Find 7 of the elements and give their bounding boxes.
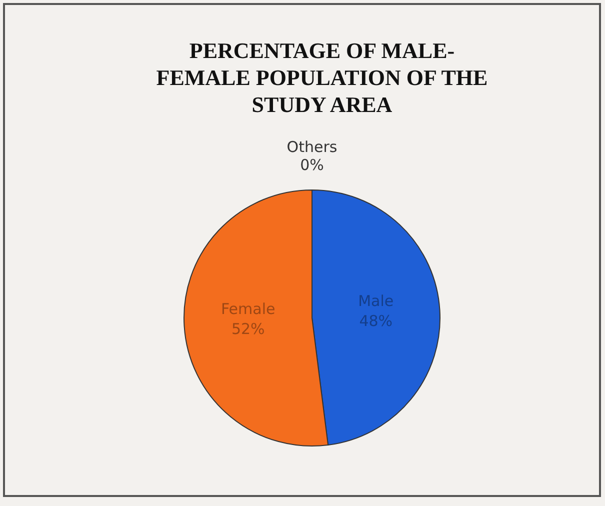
data-label: 48% — [359, 312, 393, 330]
slice-label: Male — [358, 292, 394, 310]
text: 0% — [300, 156, 324, 174]
slice-label: Female — [221, 300, 276, 318]
chart-title: PERCENTAGE OF MALE- FEMALE POPULATION OF THE STUDY AREA — [156, 38, 488, 117]
category-label: Others — [286, 138, 338, 156]
data-label: 52% — [231, 320, 265, 338]
